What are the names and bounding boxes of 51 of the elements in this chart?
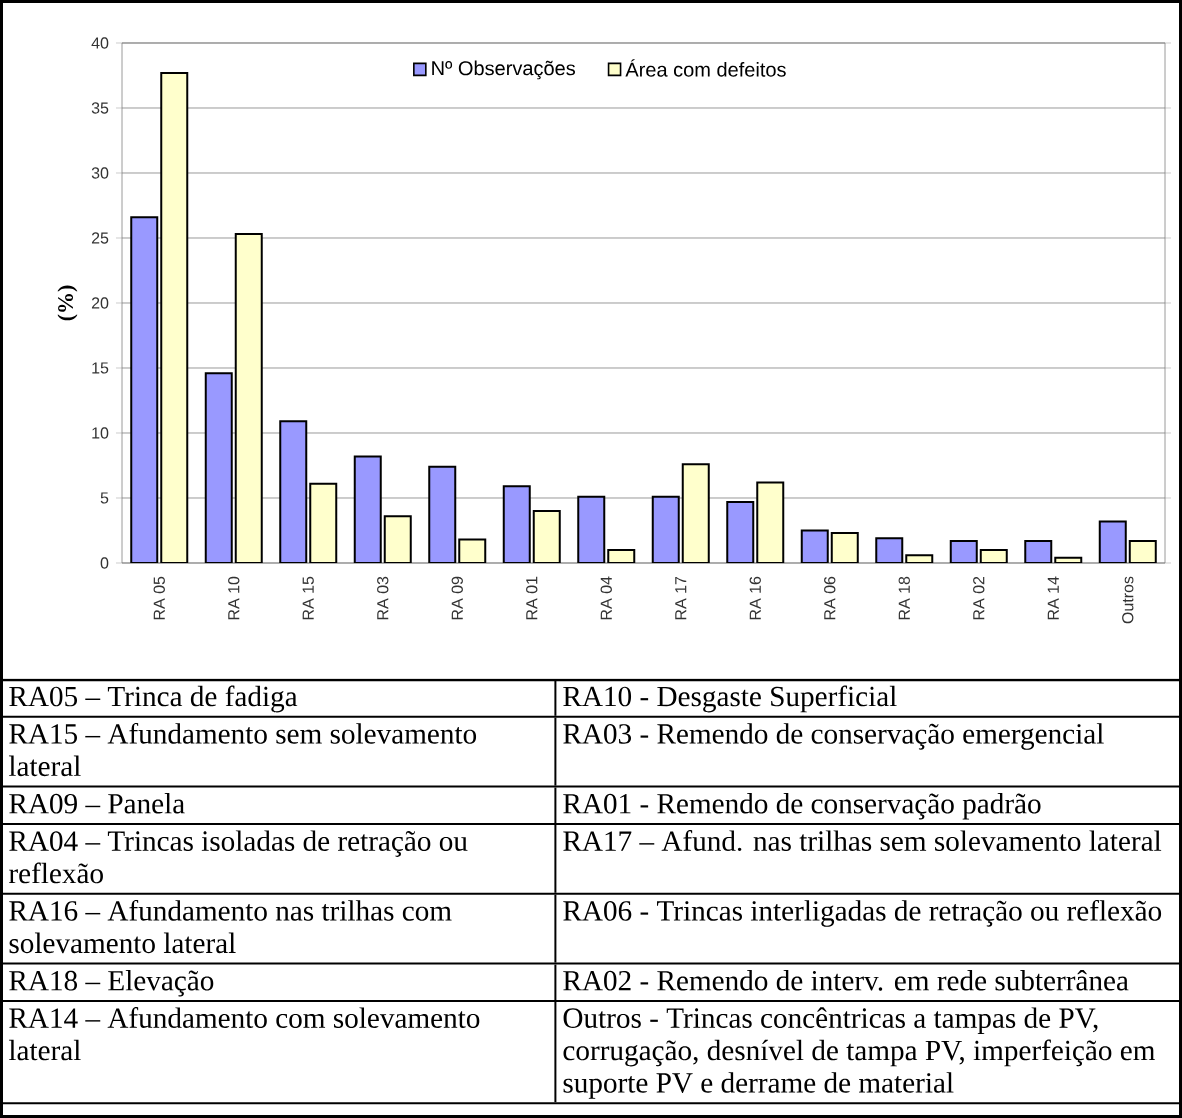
x-tick-label: RA 10: [228, 576, 240, 620]
x-tick-label: RA 09: [451, 576, 463, 620]
y-tick-label: 35: [91, 102, 109, 114]
x-tick-label: RA 05: [153, 576, 165, 620]
text: RA02 - Remendo de interv. em rede subterrânea: [563, 969, 1129, 991]
y-tick-label: 5: [100, 492, 109, 504]
bar: [503, 486, 530, 563]
text: RA06 - Trincas interligadas de retração ou reflexão: [563, 899, 1162, 927]
text: RA03 - Remendo de conservação emergencial: [563, 723, 1104, 750]
text: RA18 – Elevação: [9, 970, 214, 997]
x-tick-label: RA 15: [302, 576, 314, 620]
y-tick-label: 20: [91, 297, 109, 309]
bar: [131, 217, 158, 563]
legend-label: Nº Observações: [432, 60, 576, 80]
x-tick-label: RA 03: [377, 576, 389, 620]
text: RA01 - Remendo de conservação padrão: [563, 793, 1041, 820]
bar: [161, 72, 188, 563]
y-tick-label: 40: [91, 37, 109, 49]
x-tick-label: RA 04: [600, 576, 612, 620]
x-tick-label: Outros: [1122, 576, 1134, 624]
text: RA09 – Panela: [9, 793, 185, 814]
text: RA05 – Trinca de fadiga: [9, 685, 298, 713]
bar: [280, 421, 307, 563]
text: RA15 – Afundamento sem solevamento lateral: [9, 722, 477, 777]
bar: [682, 464, 709, 563]
y-tick-label: 15: [92, 362, 109, 374]
bar: [205, 373, 232, 563]
y-axis-title: (%): [57, 285, 78, 321]
x-tick-label: RA 02: [973, 576, 985, 620]
text: RA10 - Desgaste Superficial: [563, 685, 897, 713]
text: Outros - Trincas concêntricas a tampas de PV, corrugação, desnível de tampa PV, imperfeição em suporte PV e derrame de material: [563, 1007, 1156, 1099]
text: RA16 – Afundamento nas trilhas com solevamento lateral: [9, 899, 452, 954]
text: RA14 – Afundamento com solevamento lateral: [9, 1007, 480, 1061]
text: RA17 – Afund. nas trilhas sem solevamento lateral: [563, 830, 1162, 852]
legend-label: Área com defeitos: [625, 59, 786, 77]
x-tick-label: RA 06: [824, 576, 836, 620]
bar: [354, 456, 381, 563]
y-tick-label: 10: [92, 427, 109, 439]
x-tick-label: RA 01: [526, 576, 538, 620]
bar: [235, 234, 262, 563]
bar: [429, 466, 456, 563]
x-tick-label: RA 14: [1047, 576, 1059, 620]
y-tick-label: 25: [91, 232, 109, 244]
y-tick-label: 0: [100, 557, 109, 569]
bar: [310, 483, 337, 563]
text: RA04 – Trincas isoladas de retração ou reflexão: [9, 830, 468, 884]
x-tick-label: RA 18: [898, 576, 910, 620]
y-tick-label: 30: [91, 167, 109, 179]
bar: [757, 482, 784, 563]
x-tick-label: RA 16: [749, 576, 761, 620]
x-tick-label: RA 17: [675, 576, 687, 620]
